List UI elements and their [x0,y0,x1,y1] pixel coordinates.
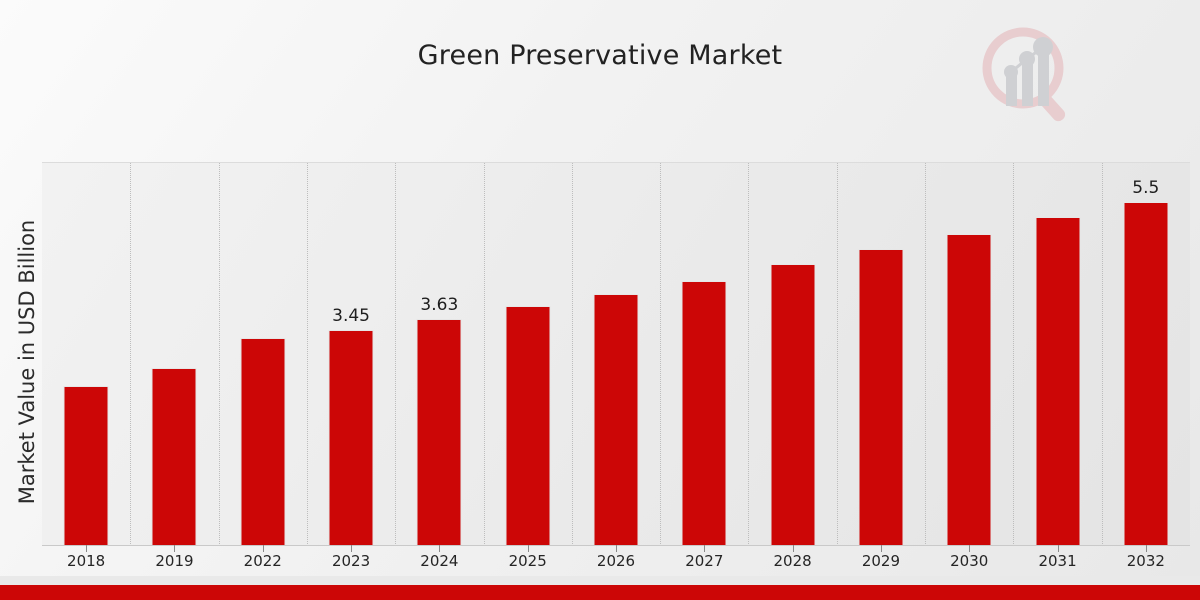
x-axis-tick-label: 2023 [331,552,371,570]
gridline [925,163,927,546]
x-axis-tick [527,545,529,552]
gridline [1101,163,1103,546]
x-axis-tick-label: 2032 [1126,552,1165,570]
gridline [395,163,397,546]
x-axis-tick-label: 2031 [1038,552,1077,570]
x-axis-tick [439,545,441,552]
y-axis-title: Market Value in USD Billion [15,219,39,505]
bar[interactable] [946,233,992,546]
bar-slot [484,163,572,546]
bar-slot [42,163,130,546]
x-axis-tick [616,545,617,552]
bar-value-label: 3.45 [332,306,370,327]
x-axis-tick [969,545,971,552]
x-axis-tick [792,545,794,552]
bar-slot [130,163,218,546]
bar-slot: 3.45 [307,163,395,546]
bar[interactable] [681,280,727,546]
bar-slot [1013,163,1101,546]
bar[interactable] [151,368,197,546]
x-axis-tick-label: 2026 [596,552,636,570]
bar-value-label: 3.63 [420,294,459,315]
x-axis-tick [174,545,176,552]
gridline [1013,163,1015,546]
footer-accent-strip [0,585,1200,600]
bar[interactable] [416,318,462,546]
bar-slot [572,163,660,546]
bar[interactable] [240,338,286,546]
x-axis-tick [262,545,264,552]
bar-slot [925,163,1013,546]
gridline [836,163,838,546]
x-axis-tick-label: 2024 [420,552,459,570]
bar[interactable] [505,306,551,546]
bar[interactable] [328,330,374,546]
x-axis-tick-labels: 2018 2019 2022 2023 2024 2025 2026 2027 2028 2029… [42,552,1190,576]
bar-slot: 5.5 [1102,163,1190,546]
x-axis-tick-label: 2029 [861,552,901,570]
footer-spacer [0,576,1200,585]
x-axis-tick-label: 2030 [950,552,989,570]
gridline [218,163,220,546]
x-axis-tick-label: 2028 [773,552,812,570]
x-axis-tick [704,545,706,552]
bar[interactable] [858,248,904,546]
x-axis-tick-label: 2019 [155,552,194,570]
gridline [306,163,308,546]
gridline [571,163,573,546]
x-axis-tick-label: 2025 [508,552,547,570]
bar[interactable] [1035,217,1081,546]
x-axis-line [42,545,1190,552]
gridline [748,163,750,546]
bar-series: 3.45 3.63 5.5 [42,163,1190,546]
page-title: Green Preservative Market [417,40,783,71]
bar[interactable] [770,263,816,546]
bar-slot [219,163,307,546]
market-research-magnifier-logo [975,22,1080,127]
bar-slot [660,163,748,546]
plot-area: 3.45 3.63 5.5 [42,162,1190,546]
bar-slot [748,163,836,546]
bar-slot: 3.63 [395,163,483,546]
x-axis-tick [351,545,353,552]
x-axis-tick [1057,545,1059,552]
x-axis-tick-label: 2018 [67,552,106,570]
x-axis-tick-label: 2022 [243,552,282,570]
gridline [483,163,485,546]
bar[interactable] [1123,202,1169,546]
bar[interactable] [63,386,109,546]
bar-value-label: 5.5 [1132,178,1160,199]
x-axis-tick [86,545,88,552]
x-axis-tick-label: 2027 [685,552,724,570]
bar-slot [837,163,925,546]
bar[interactable] [593,294,639,546]
x-axis-tick [880,545,882,552]
gridline [660,163,662,546]
x-axis-tick [1145,545,1147,552]
gridline [130,163,132,546]
